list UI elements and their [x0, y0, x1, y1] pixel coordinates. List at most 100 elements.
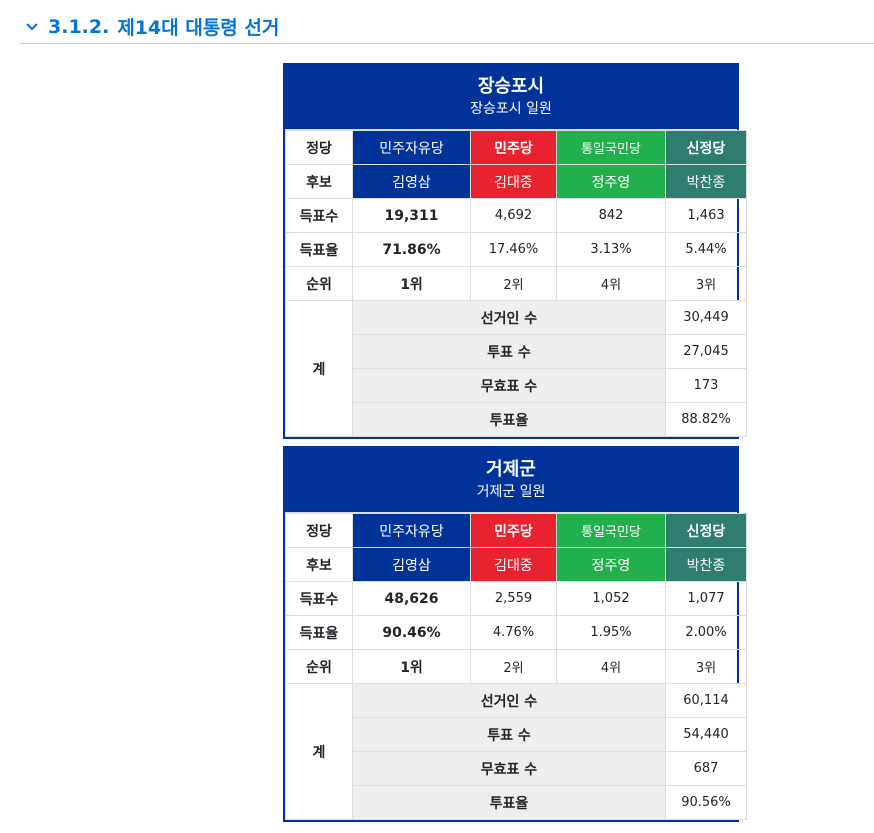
party-cell: 민주자유당: [352, 513, 471, 548]
summary-row: 계 선거인 수 30,449: [285, 300, 747, 437]
turnout-count-label: 투표 수: [352, 334, 666, 369]
votes-cell: 4,692: [470, 198, 557, 233]
section-number[interactable]: 3.1.2.: [48, 15, 110, 38]
candidate-cell: 김대중: [470, 547, 557, 582]
votes-cell: 19,311: [352, 198, 471, 233]
rate-label: 득표율: [285, 615, 353, 650]
chevron-down-icon[interactable]: [22, 17, 42, 37]
rank-cell: 2위: [470, 649, 557, 684]
party-row: 정당 민주자유당 민주당 통일국민당 신정당: [285, 130, 747, 165]
summary-row: 투표 수 54,440: [286, 717, 747, 752]
region-table-jangseungpo: 장승포시 장승포시 일원 정당 민주자유당 민주당 통일국민당 신정당 후보 김…: [283, 63, 747, 439]
total-label: 계: [285, 300, 353, 437]
rate-label: 득표율: [285, 232, 353, 267]
candidate-row: 후보 김영삼 김대중 정주영 박찬종: [285, 547, 747, 582]
votes-cell: 1,052: [556, 581, 666, 616]
rate-cell: 3.13%: [556, 232, 666, 267]
candidate-cell: 정주영: [556, 547, 666, 582]
candidate-cell: 정주영: [556, 164, 666, 199]
electorate-value: 60,114: [665, 683, 747, 718]
rate-cell: 71.86%: [352, 232, 471, 267]
candidate-cell: 김영삼: [352, 164, 471, 199]
party-cell: 민주자유당: [352, 130, 471, 165]
summary-row: 투표율 90.56%: [286, 785, 747, 820]
results-table: 정당 민주자유당 민주당 통일국민당 신정당 후보 김영삼 김대중 정주영 박찬…: [285, 130, 747, 437]
section-title: 제14대 대통령 선거: [117, 17, 280, 39]
summary-row: 무효표 수 687: [286, 751, 747, 786]
region-subtitle: 거제군 일원: [476, 484, 546, 500]
electorate-label: 선거인 수: [352, 683, 666, 718]
rank-label: 순위: [285, 266, 353, 301]
summary-row: 무효표 수 173: [286, 368, 747, 403]
party-label: 정당: [285, 130, 353, 165]
invalid-value: 173: [665, 368, 747, 403]
rank-cell: 1위: [352, 266, 471, 301]
party-row: 정당 민주자유당 민주당 통일국민당 신정당: [285, 513, 747, 548]
summary-row: 계 선거인 수 60,114: [285, 683, 747, 820]
party-cell: 통일국민당: [556, 513, 666, 548]
rank-cell: 4위: [556, 266, 666, 301]
rate-cell: 2.00%: [665, 615, 747, 650]
party-label: 정당: [285, 513, 353, 548]
candidate-label: 후보: [285, 547, 353, 582]
section-heading[interactable]: 3.1.2. 제14대 대통령 선거: [20, 10, 874, 44]
party-cell: 민주당: [470, 130, 557, 165]
votes-row: 득표수 48,626 2,559 1,052 1,077: [285, 581, 747, 616]
rate-cell: 90.46%: [352, 615, 471, 650]
rate-cell: 1.95%: [556, 615, 666, 650]
votes-cell: 48,626: [352, 581, 471, 616]
candidate-cell: 김영삼: [352, 547, 471, 582]
rank-cell: 3위: [665, 266, 747, 301]
results-table: 정당 민주자유당 민주당 통일국민당 신정당 후보 김영삼 김대중 정주영 박찬…: [285, 513, 747, 820]
votes-row: 득표수 19,311 4,692 842 1,463: [285, 198, 747, 233]
turnout-count-label: 투표 수: [352, 717, 666, 752]
invalid-value: 687: [665, 751, 747, 786]
region-table-geoje: 거제군 거제군 일원 정당 민주자유당 민주당 통일국민당 신정당 후보 김영삼…: [283, 446, 747, 822]
turnout-rate-label: 투표율: [352, 785, 666, 820]
summary-row: 투표율 88.82%: [286, 402, 747, 437]
votes-label: 득표수: [285, 198, 353, 233]
rank-cell: 1위: [352, 649, 471, 684]
electorate-label: 선거인 수: [352, 300, 666, 335]
region-header: 장승포시 장승포시 일원: [285, 65, 737, 130]
votes-cell: 1,077: [665, 581, 747, 616]
total-label: 계: [285, 683, 353, 820]
votes-label: 득표수: [285, 581, 353, 616]
rate-row: 득표율 90.46% 4.76% 1.95% 2.00%: [285, 615, 747, 650]
invalid-label: 무효표 수: [352, 751, 666, 786]
rank-row: 순위 1위 2위 4위 3위: [285, 649, 747, 684]
candidate-label: 후보: [285, 164, 353, 199]
party-cell: 민주당: [470, 513, 557, 548]
turnout-rate-label: 투표율: [352, 402, 666, 437]
party-cell: 통일국민당: [556, 130, 666, 165]
rank-row: 순위 1위 2위 4위 3위: [285, 266, 747, 301]
rank-cell: 4위: [556, 649, 666, 684]
votes-cell: 2,559: [470, 581, 557, 616]
region-subtitle: 장승포시 일원: [470, 101, 552, 117]
turnout-rate-value: 90.56%: [665, 785, 747, 820]
votes-cell: 842: [556, 198, 666, 233]
turnout-count-value: 27,045: [665, 334, 747, 369]
party-cell: 신정당: [665, 513, 747, 548]
turnout-rate-value: 88.82%: [665, 402, 747, 437]
invalid-label: 무효표 수: [352, 368, 666, 403]
rank-cell: 2위: [470, 266, 557, 301]
rank-cell: 3위: [665, 649, 747, 684]
region-title: 장승포시: [477, 76, 545, 97]
rank-label: 순위: [285, 649, 353, 684]
rate-row: 득표율 71.86% 17.46% 3.13% 5.44%: [285, 232, 747, 267]
region-header: 거제군 거제군 일원: [285, 448, 737, 513]
rate-cell: 17.46%: [470, 232, 557, 267]
turnout-count-value: 54,440: [665, 717, 747, 752]
candidate-cell: 박찬종: [665, 547, 747, 582]
candidate-row: 후보 김영삼 김대중 정주영 박찬종: [285, 164, 747, 199]
rate-cell: 4.76%: [470, 615, 557, 650]
votes-cell: 1,463: [665, 198, 747, 233]
candidate-cell: 박찬종: [665, 164, 747, 199]
summary-row: 투표 수 27,045: [286, 334, 747, 369]
region-title: 거제군: [486, 459, 536, 480]
party-cell: 신정당: [665, 130, 747, 165]
candidate-cell: 김대중: [470, 164, 557, 199]
rate-cell: 5.44%: [665, 232, 747, 267]
electorate-value: 30,449: [665, 300, 747, 335]
